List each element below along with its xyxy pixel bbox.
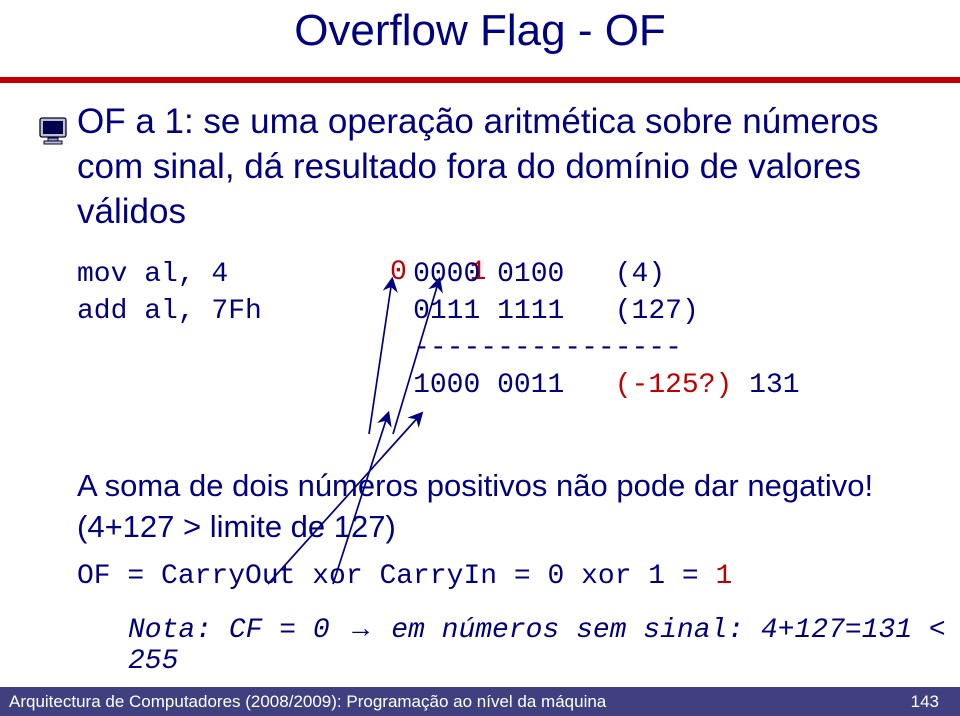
page-title: Overflow Flag - OF xyxy=(0,6,960,56)
code-l2c: (127) xyxy=(615,296,699,327)
code-l2a: add al, 7Fh xyxy=(77,296,262,327)
footer-left: Arquitectura de Computadores (2008/2009)… xyxy=(9,692,606,712)
note-text: A soma de dois números positivos não pod… xyxy=(77,466,947,548)
code-l1c: (4) xyxy=(615,259,665,290)
code-l4cb: 131 xyxy=(749,370,799,401)
header-underline xyxy=(0,77,960,83)
code-l4b: 1000 0011 xyxy=(413,370,564,401)
nota-line: Nota: CF = 0 → em números sem sinal: 4+1… xyxy=(128,612,960,677)
code-l1a: mov al, 4 xyxy=(77,259,228,290)
code-dashes: ---------------- xyxy=(413,333,682,364)
code-l1b: 0000 0100 xyxy=(413,259,564,290)
arrow-right-icon: → xyxy=(346,612,374,643)
nota-a: Nota: CF = 0 xyxy=(128,615,346,646)
bullet-main: OF a 1: se uma operação aritmética sobre… xyxy=(77,100,937,234)
code-l4ca: (-125?) xyxy=(615,370,733,401)
of-eq-a: OF = CarryOut xor CarryIn = 0 xor 1 = xyxy=(77,561,716,592)
code-block: mov al, 4 0000 0100 (4) add al, 7Fh 0111… xyxy=(77,257,800,405)
of-equation: OF = CarryOut xor CarryIn = 0 xor 1 = 1 xyxy=(77,561,732,592)
monitor-icon xyxy=(39,117,69,150)
footer-bar: Arquitectura de Computadores (2008/2009)… xyxy=(0,687,960,716)
code-l2b: 0111 1111 xyxy=(413,296,564,327)
footer-page: 143 xyxy=(911,692,939,712)
of-eq-b: 1 xyxy=(716,561,733,592)
